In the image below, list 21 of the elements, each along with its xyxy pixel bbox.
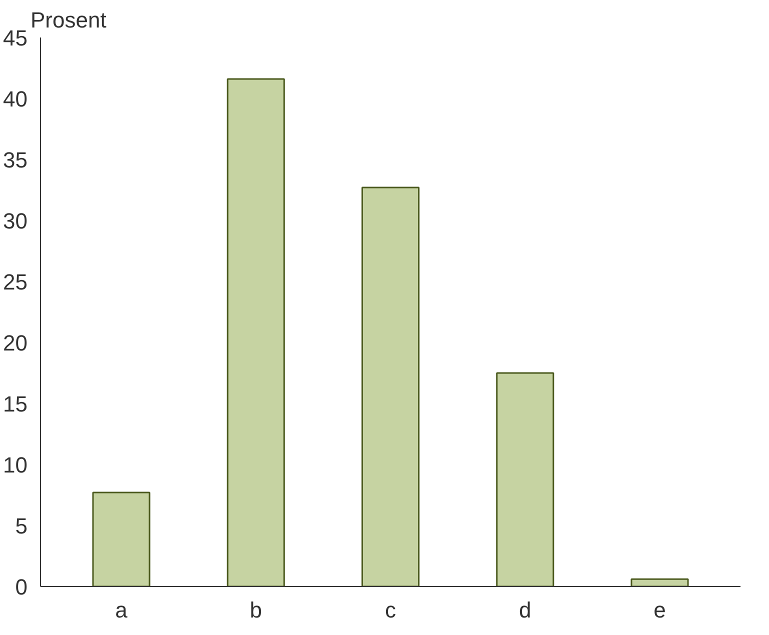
bar <box>496 372 554 586</box>
x-tick-label: c <box>385 598 396 622</box>
y-tick-label: 0 <box>15 574 28 600</box>
y-tick-label: 35 <box>3 148 28 172</box>
y-tick-label: 25 <box>3 270 28 294</box>
bar <box>226 78 285 586</box>
bar <box>361 186 420 586</box>
x-tick-label: a <box>115 598 128 622</box>
y-tick-label: 10 <box>3 452 28 478</box>
y-axis-title: Prosent <box>30 8 106 32</box>
bar <box>630 578 689 586</box>
x-tick-label: d <box>519 598 532 622</box>
x-tick-label: b <box>250 598 262 622</box>
x-tick-label: e <box>654 598 666 622</box>
y-tick-label: 45 <box>3 26 28 50</box>
bar <box>92 492 150 586</box>
y-tick-label: 30 <box>3 208 28 234</box>
y-tick-label: 5 <box>15 514 28 538</box>
y-tick-label: 20 <box>3 330 28 356</box>
y-tick-label: 15 <box>3 392 28 416</box>
y-tick-label: 40 <box>3 86 28 112</box>
